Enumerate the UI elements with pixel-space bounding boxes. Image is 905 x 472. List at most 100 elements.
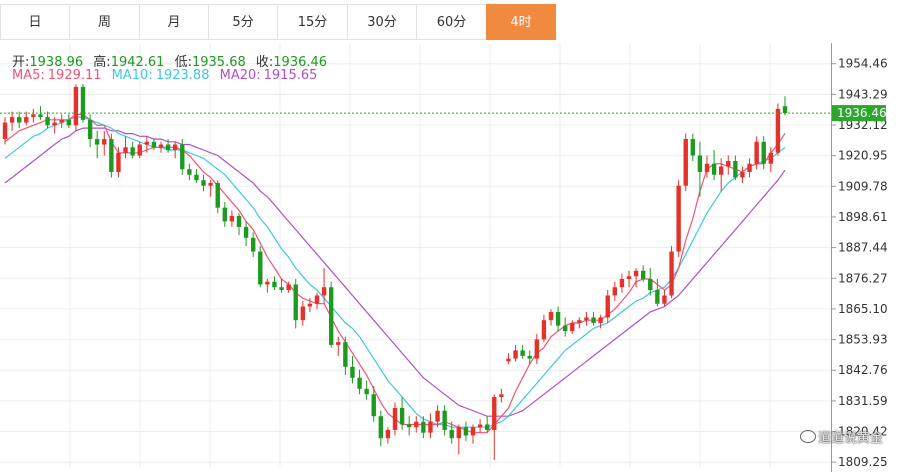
candle — [782, 96, 788, 116]
grid — [0, 43, 831, 467]
candle-body — [364, 388, 369, 395]
candle — [662, 289, 667, 307]
candle-body — [626, 276, 632, 280]
candle — [406, 416, 412, 436]
candle — [307, 298, 313, 312]
candle-body — [194, 174, 199, 181]
candle-body — [59, 119, 64, 123]
candle-body — [45, 117, 50, 126]
candle — [109, 133, 114, 178]
candle — [371, 386, 376, 422]
candle-body — [449, 429, 454, 439]
candle — [208, 180, 213, 197]
candle-body — [605, 295, 610, 318]
candle-body — [640, 270, 646, 280]
candle-body — [94, 139, 100, 145]
tab-60min[interactable]: 60分 — [416, 4, 487, 40]
candle-body — [16, 117, 22, 123]
tab-15min[interactable]: 15分 — [277, 4, 348, 40]
y-tick-label: 1943.29 — [838, 87, 888, 101]
candle — [16, 111, 22, 129]
interval-tabs: 日 周 月 5分 15分 30分 60分 4时 — [0, 4, 556, 40]
candle — [513, 344, 518, 362]
candle — [612, 281, 618, 301]
candle-body — [555, 311, 561, 326]
candle — [45, 111, 50, 129]
candle-body — [123, 147, 128, 153]
candle — [392, 402, 398, 436]
candle-body — [506, 358, 511, 362]
y-tick-label: 1865.10 — [838, 302, 888, 316]
candle-body — [279, 287, 284, 290]
candle-body — [102, 139, 107, 145]
candle-body — [314, 295, 320, 304]
candle-body — [130, 147, 135, 156]
candle — [31, 108, 36, 123]
ma20-label: MA20: — [219, 68, 261, 83]
tab-5min[interactable]: 5分 — [208, 4, 278, 40]
candle-body — [215, 182, 220, 208]
candle — [527, 350, 532, 365]
y-tick-label: 1842.76 — [838, 363, 888, 377]
candle-body — [187, 169, 192, 175]
candle — [591, 311, 596, 326]
candle-body — [286, 284, 291, 290]
high-readout: 高:1942.61 — [93, 55, 164, 70]
candle-body — [718, 166, 724, 175]
candle — [286, 281, 291, 293]
tab-month[interactable]: 月 — [139, 4, 209, 40]
candle-body — [492, 397, 497, 430]
candle — [676, 180, 681, 258]
candle — [279, 279, 284, 293]
y-tick-label: 1920.95 — [838, 149, 888, 163]
watermark-text: 道道说黄金 — [818, 431, 884, 446]
ma10-readout: MA10: 1923.88 — [112, 68, 210, 83]
candle — [428, 413, 433, 439]
candle — [336, 336, 341, 356]
candle — [265, 279, 270, 293]
low-label: 低: — [174, 55, 192, 70]
candle-body — [73, 86, 79, 126]
y-tick-label: 1820.42 — [838, 425, 888, 439]
tab-30min[interactable]: 30分 — [347, 4, 417, 40]
candle-body — [406, 424, 412, 428]
candle-body — [754, 141, 759, 164]
tab-4hour[interactable]: 4时 — [486, 4, 556, 40]
candle-body — [435, 410, 440, 422]
candle-body — [442, 410, 447, 430]
candle-body — [24, 117, 29, 123]
candle — [477, 418, 483, 433]
candle-body — [584, 317, 589, 321]
candle-body — [137, 144, 142, 156]
candle-body — [328, 287, 334, 345]
candle-body — [513, 350, 518, 359]
candle — [562, 317, 568, 337]
y-tick-label: 1932.12 — [838, 118, 888, 132]
close-value: 1936.46 — [273, 55, 328, 70]
y-tick-label: 1887.44 — [838, 241, 888, 255]
candle-body — [633, 270, 639, 277]
candle — [24, 111, 29, 126]
candle — [300, 300, 306, 326]
tab-week[interactable]: 周 — [69, 4, 140, 40]
candle — [158, 141, 164, 153]
candle-body — [265, 281, 270, 285]
candle-body — [31, 114, 36, 118]
candle — [201, 174, 206, 192]
tab-day[interactable]: 日 — [0, 4, 70, 40]
y-tick-label: 1809.25 — [838, 455, 888, 469]
low-readout: 低:1935.68 — [175, 55, 246, 70]
candle — [754, 136, 759, 170]
candle — [187, 163, 192, 181]
candle — [59, 114, 64, 129]
candle — [250, 232, 256, 258]
candle-body — [87, 119, 93, 140]
candle-body — [109, 139, 114, 172]
candle-body — [463, 427, 469, 436]
candle-body — [470, 427, 476, 436]
high-value: 1942.61 — [110, 55, 165, 70]
candle-body — [222, 207, 228, 222]
high-label: 高: — [93, 55, 111, 70]
candle — [456, 424, 462, 455]
ma10-line — [4, 116, 786, 428]
